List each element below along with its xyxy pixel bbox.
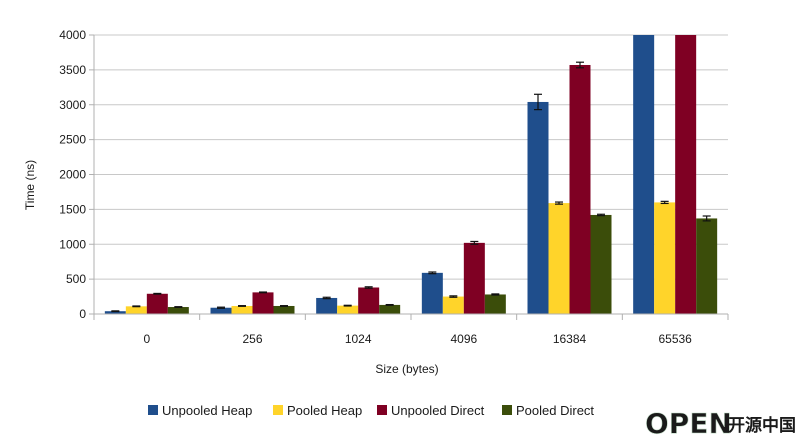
watermark-cjk: 开源中国 <box>728 415 796 436</box>
bar <box>337 305 359 314</box>
bar <box>252 292 274 314</box>
bar <box>379 304 401 314</box>
y-tick-label: 4000 <box>59 28 86 42</box>
bar <box>463 242 485 314</box>
bar <box>104 311 126 314</box>
bar <box>231 305 253 314</box>
gridlines <box>94 34 728 315</box>
y-tick-label: 0 <box>79 307 86 321</box>
x-axis-title: Size (bytes) <box>375 362 438 376</box>
legend-item: Pooled Heap <box>273 403 362 418</box>
y-tick-labels: 0 500 1000 1500 2000 2500 3000 3500 4000 <box>59 28 86 321</box>
legend-swatch <box>502 405 512 415</box>
legend-item: Pooled Direct <box>502 403 594 418</box>
legend-item: Unpooled Heap <box>148 403 252 418</box>
legend-swatch <box>273 405 283 415</box>
y-axis-title: Time (ns) <box>23 160 37 210</box>
legend-label: Pooled Heap <box>287 403 362 418</box>
bar <box>358 287 380 314</box>
y-tick-label: 3500 <box>59 63 86 77</box>
y-tick-label: 3000 <box>59 98 86 112</box>
x-tick-label: 65536 <box>658 332 692 346</box>
bar <box>125 306 147 314</box>
bar <box>527 101 549 315</box>
y-tick-label: 2500 <box>59 133 86 147</box>
bar <box>675 35 697 314</box>
bar <box>167 307 189 314</box>
x-tick-label: 0 <box>143 332 150 346</box>
legend-label: Unpooled Direct <box>391 403 485 418</box>
x-tick-labels: 0 256 1024 4096 16384 65536 <box>143 332 692 346</box>
bar <box>442 296 464 314</box>
y-tick-label: 2000 <box>59 168 86 182</box>
bar <box>548 203 570 314</box>
bar <box>633 35 655 314</box>
bar <box>273 305 295 314</box>
bar <box>146 293 168 314</box>
legend-swatch <box>148 405 158 415</box>
error-bars-layer <box>111 61 711 313</box>
y-tick-label: 1000 <box>59 237 86 251</box>
legend-swatch <box>377 405 387 415</box>
bar <box>421 272 443 314</box>
bars-layer <box>104 35 718 315</box>
x-tick-label: 256 <box>242 332 262 346</box>
axes-layer <box>89 34 729 320</box>
bar <box>696 218 718 314</box>
x-tick-label: 1024 <box>345 332 372 346</box>
bar <box>316 297 338 314</box>
legend: Unpooled Heap Pooled Heap Unpooled Direct P… <box>148 403 594 418</box>
bar <box>654 202 676 314</box>
x-tick-label: 16384 <box>553 332 587 346</box>
y-tick-label: 500 <box>66 272 86 286</box>
legend-item: Unpooled Direct <box>377 403 485 418</box>
x-tick-label: 4096 <box>450 332 477 346</box>
watermark: OPEN 开源中国 <box>645 407 796 441</box>
watermark-latin: OPEN <box>645 407 732 440</box>
bar <box>210 307 232 314</box>
bar <box>569 64 591 315</box>
bar <box>590 214 612 314</box>
legend-label: Unpooled Heap <box>162 403 252 418</box>
bar <box>484 294 506 314</box>
legend-label: Pooled Direct <box>516 403 594 418</box>
y-tick-label: 1500 <box>59 202 86 216</box>
